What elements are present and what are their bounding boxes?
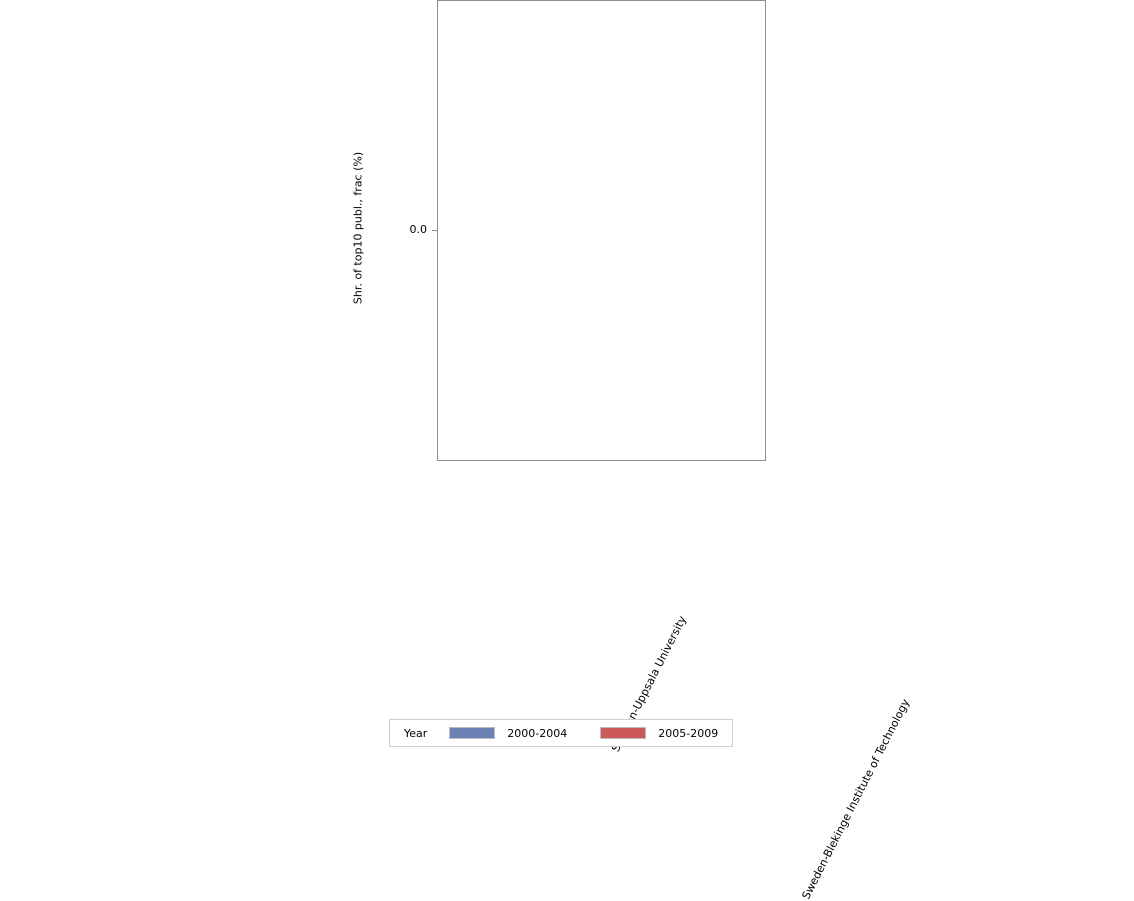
legend-label-2000-2004: 2000-2004 <box>507 726 568 740</box>
legend: Year 2000-2004 2005-2009 <box>389 719 734 747</box>
plot-area <box>437 0 766 461</box>
legend-swatch-icon-2005-2009 <box>600 727 647 739</box>
legend-label-2005-2009: 2005-2009 <box>658 726 719 740</box>
y-tick-label-0: 0.0 <box>409 223 428 236</box>
x-tick-label-sweden-blekinge-institute-of-technology[interactable]: Sweden-Blekinge Institute of Technology <box>799 696 913 901</box>
y-tick-mark-0 <box>432 230 437 231</box>
y-axis-label: Shr. of top10 publ., frac (%) <box>351 151 365 305</box>
chart-figure: Shr. of top10 publ., frac (%) 0.0 Sweden… <box>351 0 913 901</box>
y-axis-ticks: 0.0 <box>380 0 428 461</box>
legend-entry-2000-2004[interactable]: 2000-2004 <box>449 727 567 739</box>
legend-swatch-icon-2000-2004 <box>449 727 496 739</box>
legend-title: Year <box>404 726 428 740</box>
legend-entry-2005-2009[interactable]: 2005-2009 <box>600 727 718 739</box>
bars-layer <box>438 1 765 460</box>
